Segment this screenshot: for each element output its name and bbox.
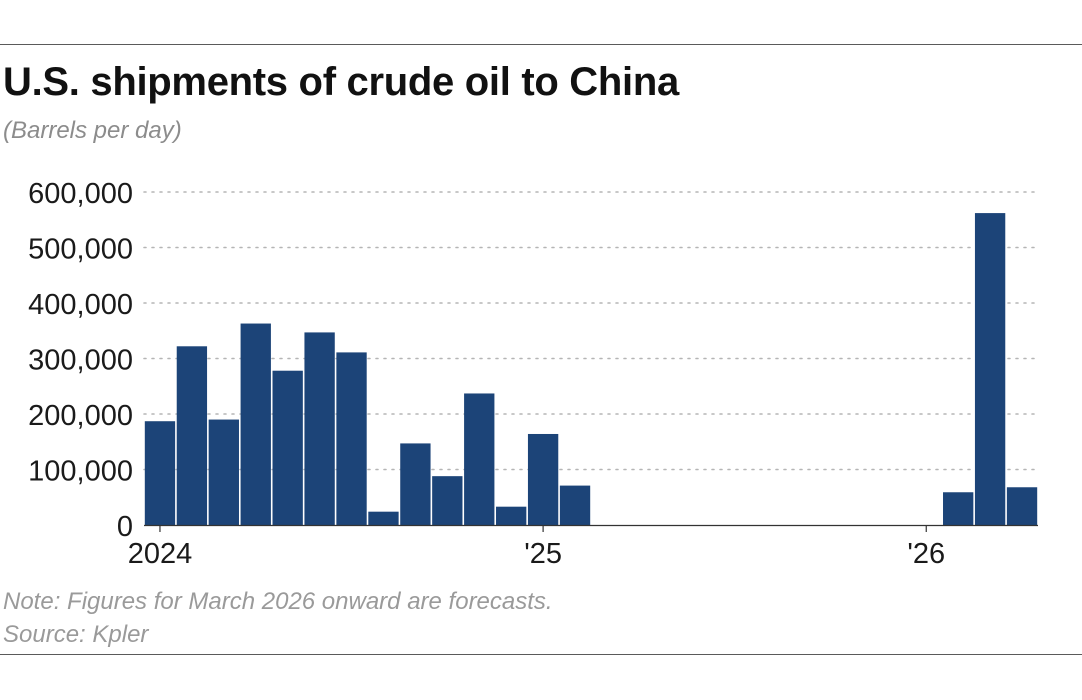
y-tick-label: 500,000 (28, 234, 133, 266)
x-tick-label: '26 (907, 538, 945, 570)
bar (176, 346, 208, 525)
y-tick-label: 0 (117, 511, 133, 543)
bar (144, 421, 176, 525)
bar (432, 476, 463, 525)
y-tick-label: 600,000 (28, 178, 133, 210)
bar (527, 433, 559, 525)
bar (336, 352, 367, 525)
bottom-rule (0, 654, 1082, 655)
bar (943, 492, 974, 525)
top-rule (0, 44, 1082, 45)
bar (464, 393, 495, 525)
bar (974, 213, 1006, 525)
bar (559, 485, 591, 525)
bar (496, 506, 527, 525)
bar (272, 370, 303, 525)
y-tick-label: 100,000 (28, 456, 133, 488)
y-tick-label: 300,000 (28, 345, 133, 377)
x-tick-label: 2024 (128, 538, 193, 570)
bar (304, 332, 335, 525)
bar (208, 419, 239, 525)
chart-note: Note: Figures for March 2026 onward are … (3, 588, 553, 615)
chart-source: Source: Kpler (3, 621, 149, 648)
y-tick-label: 400,000 (28, 289, 133, 321)
bar (400, 443, 431, 525)
x-tick-label: '25 (524, 538, 562, 570)
chart-title: U.S. shipments of crude oil to China (3, 60, 679, 104)
chart-subtitle: (Barrels per day) (3, 117, 182, 144)
bar-chart: 0 100,000 200,000 300,000 400,000 500,000 600,… (28, 178, 1039, 570)
bar (368, 511, 399, 525)
bar (1006, 487, 1038, 525)
bar (240, 323, 271, 525)
y-tick-label: 200,000 (28, 400, 133, 432)
